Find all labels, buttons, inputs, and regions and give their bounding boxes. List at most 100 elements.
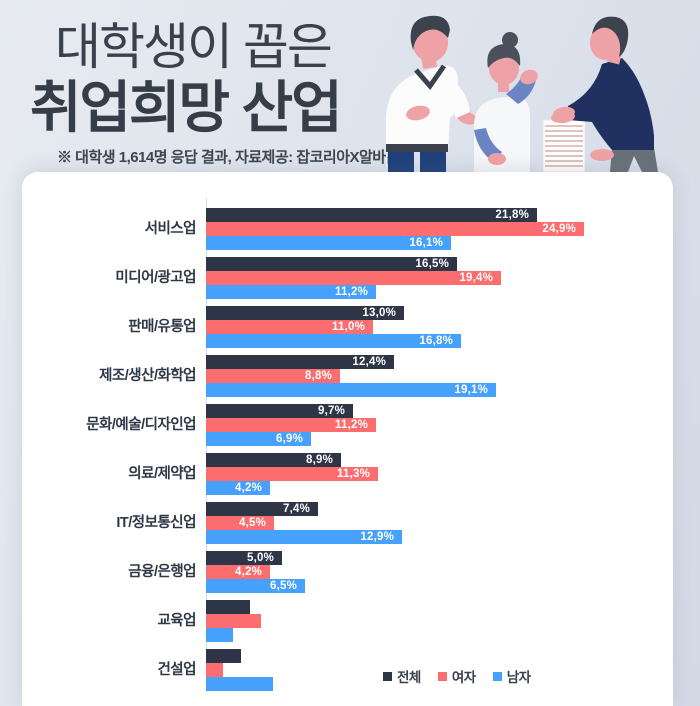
category-label: 판매/유통업 xyxy=(128,319,196,335)
bar-value-label: 16,1% xyxy=(409,237,443,249)
bar-total xyxy=(206,600,250,614)
bar-group: 8,9% 11,3% 4,2% xyxy=(206,453,378,495)
legend-label: 여자 xyxy=(451,670,476,685)
category-row: 서비스업 21,8% 24,9% 16,1% xyxy=(22,208,673,250)
bar-male: 6,5% xyxy=(206,579,305,593)
bar-total: 21,8% xyxy=(206,208,537,222)
bar-male: 6,9% xyxy=(206,432,311,446)
legend-swatch xyxy=(492,671,502,681)
bar-value-label: 5,0% xyxy=(246,552,274,564)
bar-male: 4,2% xyxy=(206,481,270,495)
category-row: 미디어/광고업 16,5% 19,4% 11,2% xyxy=(22,257,673,299)
bar-female: 11,2% xyxy=(206,418,376,432)
page-title-line2: 취업희망 산업 xyxy=(30,76,343,139)
bar-value-label: 8,8% xyxy=(304,370,332,382)
bar-value-label: 24,9% xyxy=(542,223,576,235)
category-row: 금융/은행업 5,0% 4,2% 6,5% xyxy=(22,551,673,593)
bar-value-label: 8,9% xyxy=(305,454,333,466)
bar-group: 7,4% 4,5% 12,9% xyxy=(206,502,402,544)
bar-male xyxy=(206,628,233,642)
bar-value-label: 7,4% xyxy=(282,503,310,515)
category-label: 제조/생산/화학업 xyxy=(99,368,196,384)
category-row: 교육업 xyxy=(22,600,673,642)
legend-label: 남자 xyxy=(506,670,531,685)
bar-value-label: 6,9% xyxy=(275,433,303,445)
bar-female: 8,8% xyxy=(206,369,340,383)
bar-value-label: 11,2% xyxy=(335,286,368,298)
bar-group: 16,5% 19,4% 11,2% xyxy=(206,257,501,299)
people-illustration-icon xyxy=(385,15,658,172)
bar-value-label: 11,2% xyxy=(335,419,368,431)
bar-value-label: 4,5% xyxy=(238,517,266,529)
category-label: 금융/은행업 xyxy=(128,564,196,580)
bar-female: 11,3% xyxy=(206,467,378,481)
bar-group: 21,8% 24,9% 16,1% xyxy=(206,208,584,250)
page-title-line1: 대학생이 꼽은 xyxy=(55,19,333,75)
bar-value-label: 16,8% xyxy=(419,335,453,347)
category-label: 의료/제약업 xyxy=(128,466,196,482)
bar-total: 16,5% xyxy=(206,257,457,271)
legend-swatch xyxy=(437,671,447,681)
bar-value-label: 16,5% xyxy=(415,258,449,270)
person-middle xyxy=(474,32,538,172)
person-right xyxy=(551,16,658,172)
chart-card: 서비스업 21,8% 24,9% 16,1% 미디어/광고업 16,5% 19,4% 11,2… xyxy=(22,172,673,706)
category-label: 서비스업 xyxy=(144,221,197,237)
legend-item: 여자 xyxy=(437,666,476,686)
bar-group: 13,0% 11,0% 16,8% xyxy=(206,306,461,348)
category-label: 문화/예술/디자인업 xyxy=(86,417,196,433)
bar-male: 16,8% xyxy=(206,334,461,348)
bar-value-label: 11,0% xyxy=(332,321,365,333)
legend: 전체 여자 남자 xyxy=(383,666,531,686)
bar-group: 9,7% 11,2% 6,9% xyxy=(206,404,376,446)
bar-total: 13,0% xyxy=(206,306,404,320)
bar-value-label: 11,3% xyxy=(337,468,370,480)
subtitle: ※ 대학생 1,614명 응답 결과, 자료제공: 잡코리아X알바몬 xyxy=(57,149,399,166)
bar-female: 4,2% xyxy=(206,565,270,579)
category-row: 건설업 xyxy=(22,649,673,691)
category-row: 판매/유통업 13,0% 11,0% 16,8% xyxy=(22,306,673,348)
bar-value-label: 13,0% xyxy=(362,307,396,319)
bar-group xyxy=(206,600,261,642)
category-row: 의료/제약업 8,9% 11,3% 4,2% xyxy=(22,453,673,495)
bar-total: 9,7% xyxy=(206,404,353,418)
bar-value-label: 21,8% xyxy=(495,209,529,221)
category-label: 건설업 xyxy=(157,662,196,678)
paper-stack xyxy=(542,119,586,172)
category-label: 교육업 xyxy=(157,613,196,629)
bar-female xyxy=(206,663,223,677)
bar-value-label: 9,7% xyxy=(317,405,345,417)
category-row: IT/정보통신업 7,4% 4,5% 12,9% xyxy=(22,502,673,544)
bar-value-label: 12,9% xyxy=(360,531,394,543)
bar-value-label: 19,4% xyxy=(459,272,493,284)
bar-group: 5,0% 4,2% 6,5% xyxy=(206,551,305,593)
bar-total xyxy=(206,649,241,663)
bar-male: 16,1% xyxy=(206,236,451,250)
bar-chart: 서비스업 21,8% 24,9% 16,1% 미디어/광고업 16,5% 19,4% 11,2… xyxy=(22,208,673,698)
bar-group: 12,4% 8,8% 19,1% xyxy=(206,355,496,397)
category-row: 제조/생산/화학업 12,4% 8,8% 19,1% xyxy=(22,355,673,397)
bar-value-label: 12,4% xyxy=(352,356,386,368)
bar-male: 12,9% xyxy=(206,530,402,544)
category-label: IT/정보통신업 xyxy=(116,515,196,531)
bar-total: 8,9% xyxy=(206,453,341,467)
bar-total: 5,0% xyxy=(206,551,282,565)
bar-value-label: 4,2% xyxy=(234,482,262,494)
bar-value-label: 19,1% xyxy=(454,384,488,396)
category-label: 미디어/광고업 xyxy=(115,270,196,286)
bar-female: 24,9% xyxy=(206,222,584,236)
legend-swatch xyxy=(383,671,392,681)
person-left xyxy=(385,15,477,172)
legend-label: 전체 xyxy=(397,670,421,685)
bar-total: 12,4% xyxy=(206,355,394,369)
bar-female: 4,5% xyxy=(206,516,274,530)
bar-female: 19,4% xyxy=(206,271,501,285)
bar-total: 7,4% xyxy=(206,502,318,516)
legend-item: 전체 xyxy=(383,666,421,686)
bar-female xyxy=(206,614,261,628)
bar-value-label: 6,5% xyxy=(269,580,297,592)
bar-group xyxy=(206,649,273,691)
category-row: 문화/예술/디자인업 9,7% 11,2% 6,9% xyxy=(22,404,673,446)
bar-female: 11,0% xyxy=(206,320,373,334)
bar-male: 19,1% xyxy=(206,383,496,397)
